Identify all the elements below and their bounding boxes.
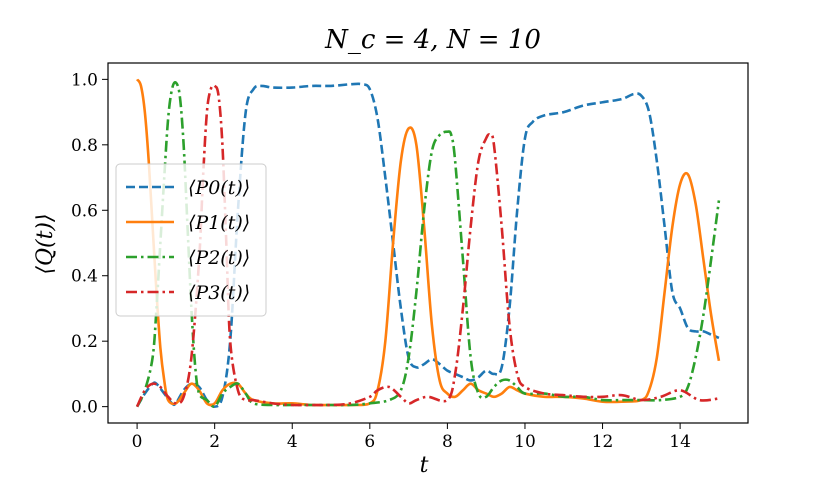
legend-label-1: ⟨P1(t)⟩ [188, 212, 250, 234]
x-tick-label: 4 [287, 432, 298, 452]
plot-area [135, 78, 721, 409]
x-tick-label: 6 [364, 432, 375, 452]
chart-title: N_c = 4, N = 10 [324, 25, 541, 55]
y-axis: 0.0 0.2 0.4 0.6 0.8 1.0 [71, 70, 108, 418]
x-tick-label: 8 [442, 432, 453, 452]
x-tick-label: 14 [669, 432, 691, 452]
legend: ⟨P0(t)⟩ ⟨P1(t)⟩ ⟨P2(t)⟩ ⟨P3(t)⟩ [115, 163, 267, 317]
x-tick-label: 0 [132, 432, 143, 452]
x-tick-label: 10 [514, 432, 536, 452]
chart-title-text: N_c = 4, N = 10 [324, 25, 541, 55]
y-axis-label: ⟨Q(t)⟩ [33, 213, 58, 274]
y-tick-label: 1.0 [71, 70, 98, 90]
y-tick-label: 0.4 [71, 267, 98, 287]
x-axis: 0 2 4 6 8 10 12 14 [132, 423, 691, 452]
legend-label-2: ⟨P2(t)⟩ [188, 247, 250, 269]
legend-label-3: ⟨P3(t)⟩ [188, 282, 250, 304]
y-tick-label: 0.2 [71, 332, 98, 352]
y-tick-label: 0.6 [71, 201, 98, 221]
x-tick-label: 12 [592, 432, 614, 452]
series-line-3 [135, 84, 720, 408]
legend-box [115, 163, 267, 317]
plot-frame [107, 62, 749, 424]
legend-label-0: ⟨P0(t)⟩ [188, 177, 250, 199]
x-axis-label: t [420, 453, 429, 478]
y-tick-label: 0.8 [71, 136, 98, 156]
x-tick-label: 2 [209, 432, 220, 452]
y-tick-label: 0.0 [71, 398, 98, 418]
